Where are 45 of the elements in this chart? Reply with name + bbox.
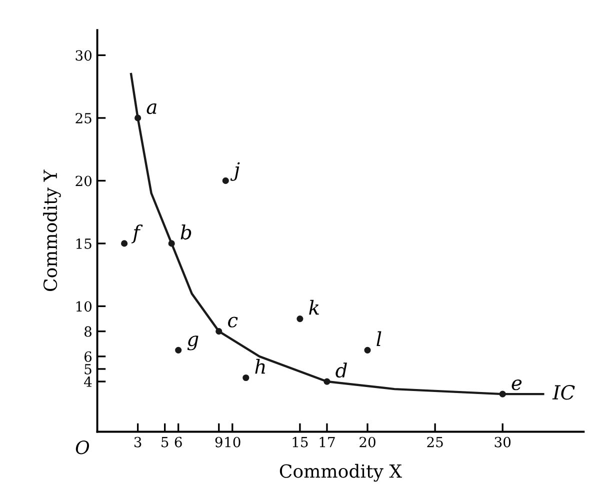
- point: [324, 378, 330, 385]
- annotation: l: [376, 331, 382, 346]
- x-tick-label: 5: [162, 437, 168, 448]
- annotation: c: [228, 316, 238, 328]
- x-tick-label: 9: [215, 436, 222, 448]
- x-tick-label: 15: [292, 436, 308, 448]
- text: O: [76, 440, 90, 454]
- point: [121, 240, 128, 247]
- point: [168, 240, 175, 247]
- x-tick-label: 6: [174, 436, 182, 448]
- annotation: e: [512, 380, 522, 390]
- x-tick-label: 25: [427, 436, 443, 448]
- y-tick-label: 20: [76, 176, 92, 186]
- y-axis-title: Commodity Y: [43, 170, 61, 292]
- x-tick-label: 3: [134, 436, 142, 448]
- y-tick-label: 5: [84, 364, 92, 374]
- y-tick-label: 4: [84, 376, 92, 387]
- x-tick-label: 20: [360, 436, 376, 448]
- y-tick-label: 15: [76, 238, 92, 249]
- y-tick-label: 25: [76, 112, 92, 124]
- annotation: g: [187, 336, 198, 350]
- x-tick-label: 10: [225, 436, 240, 448]
- y-tick-label: 30: [76, 50, 92, 61]
- point: [222, 177, 229, 184]
- annotation: a: [146, 103, 156, 114]
- x-axis-title: Commodity X: [280, 464, 402, 482]
- x-tick-label: 17: [320, 436, 335, 448]
- point: [499, 390, 506, 398]
- point: [296, 315, 304, 322]
- y-tick-label: 6: [84, 351, 92, 362]
- annotation: d: [336, 362, 347, 378]
- y-tick-label: 10: [76, 301, 92, 312]
- point: [216, 328, 222, 335]
- annotation: f: [131, 224, 143, 244]
- annotation: h: [255, 358, 265, 374]
- annotation: b: [180, 224, 192, 240]
- point: [364, 346, 371, 354]
- y-tick-label: 8: [84, 326, 92, 337]
- annotation: j: [230, 162, 240, 181]
- x-tick-label: 30: [494, 436, 511, 448]
- point: [242, 374, 250, 382]
- point: [134, 114, 142, 122]
- series-label: IC: [552, 385, 575, 400]
- point: [175, 346, 182, 354]
- annotation: k: [309, 300, 319, 315]
